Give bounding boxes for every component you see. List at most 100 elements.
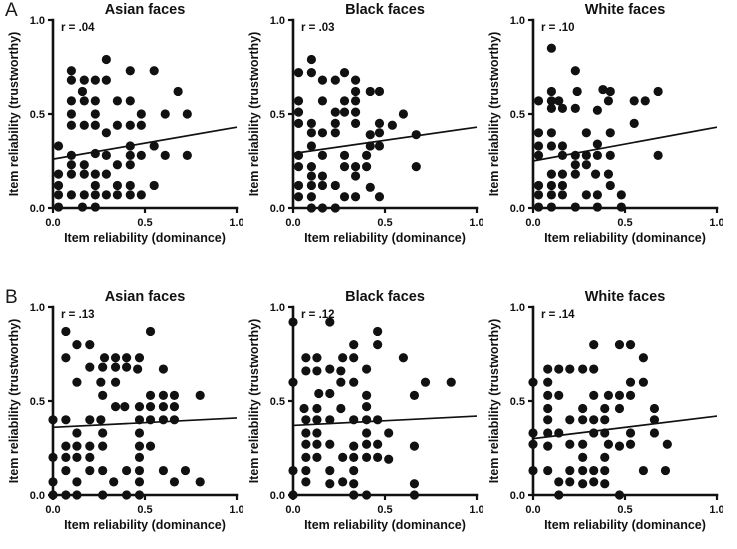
data-point [101, 190, 111, 200]
data-point [543, 364, 553, 374]
data-point [616, 202, 626, 212]
data-point [592, 202, 602, 212]
data-point [293, 150, 304, 160]
data-point [578, 465, 588, 476]
scatter-plot-a-asian-faces: Asian faces Item reliability (trustworthy… [7, 0, 245, 262]
data-point [374, 118, 385, 128]
x-axis-label: Item reliability (dominance) [304, 518, 466, 532]
data-point [365, 130, 375, 140]
data-point [125, 141, 135, 151]
data-point [325, 439, 335, 449]
data-point [350, 192, 361, 202]
x-tick-label: 0.5 [617, 217, 632, 229]
scatter-plot-b-white-faces: White faces Item reliability (trustworthy… [487, 287, 725, 549]
data-point [533, 150, 544, 160]
data-point [614, 340, 625, 350]
data-point [362, 162, 372, 172]
data-point [336, 377, 346, 387]
data-point [169, 415, 180, 425]
data-point [312, 439, 322, 449]
data-point [122, 362, 132, 372]
data-point [528, 439, 538, 449]
x-tick-label: 0.5 [137, 217, 152, 229]
x-axis-label: Item reliability (dominance) [304, 231, 466, 245]
data-point [288, 317, 298, 327]
data-point [325, 465, 335, 476]
data-point [543, 441, 553, 451]
data-point [578, 364, 588, 374]
panel-label-a: A [5, 0, 18, 21]
data-point [90, 109, 100, 119]
data-point [312, 428, 322, 438]
data-point [446, 377, 456, 387]
data-point [61, 452, 71, 462]
data-point [330, 107, 340, 117]
data-point [653, 150, 663, 160]
y-axis-label: Item reliability (trustworthy) [7, 319, 21, 484]
data-point [66, 66, 76, 76]
data-point [533, 190, 544, 200]
data-point [145, 415, 156, 425]
data-point [660, 465, 671, 476]
x-tick-label: 0.0 [525, 504, 540, 516]
data-point [362, 439, 372, 449]
data-point [145, 326, 156, 337]
data-point [160, 109, 170, 119]
data-point [365, 182, 375, 192]
data-point [362, 390, 372, 400]
x-tick-label: 0.0 [285, 217, 300, 229]
data-point [66, 75, 76, 85]
data-point [61, 465, 71, 476]
regression-line [532, 415, 718, 440]
data-point [312, 452, 322, 462]
data-point [589, 465, 599, 476]
data-point [99, 353, 110, 363]
regression-line [292, 415, 478, 427]
data-point [581, 150, 591, 160]
y-tick-label: 0.5 [510, 109, 525, 121]
data-point [350, 162, 361, 172]
data-point [72, 377, 82, 387]
y-tick-label: 0.0 [30, 203, 45, 215]
data-point [90, 75, 100, 85]
data-point [98, 490, 108, 500]
data-point [533, 128, 544, 138]
panel-label-b: B [5, 287, 18, 308]
data-point [546, 190, 556, 200]
data-point [66, 150, 76, 160]
data-point [600, 452, 610, 462]
data-point [96, 415, 106, 425]
data-point [325, 317, 335, 327]
chart-title: Black faces [345, 2, 425, 18]
data-point [603, 96, 614, 106]
data-point [301, 428, 311, 438]
data-point [110, 362, 121, 372]
data-point [158, 390, 168, 400]
data-point [581, 160, 591, 170]
y-tick-label: 1.0 [510, 302, 525, 314]
x-tick-label: 1.0 [469, 504, 483, 516]
data-point [557, 150, 568, 160]
data-point [546, 180, 556, 191]
data-point [85, 441, 95, 451]
data-point [384, 428, 394, 438]
data-point [79, 120, 89, 130]
data-point [72, 452, 82, 462]
data-point [572, 86, 582, 97]
data-point [101, 75, 111, 85]
data-point [528, 465, 538, 476]
data-point [66, 190, 76, 200]
regression-line [292, 126, 478, 155]
y-tick-label: 0.5 [270, 396, 285, 408]
correlation-annotation: r = .10 [541, 22, 575, 34]
data-point [98, 465, 108, 476]
x-tick-label: 1.0 [709, 504, 723, 516]
data-point [557, 180, 568, 191]
data-point [546, 128, 556, 138]
data-point [365, 86, 375, 97]
data-point [546, 103, 556, 113]
data-point [374, 86, 385, 97]
data-point [306, 118, 316, 128]
data-point [317, 75, 328, 85]
